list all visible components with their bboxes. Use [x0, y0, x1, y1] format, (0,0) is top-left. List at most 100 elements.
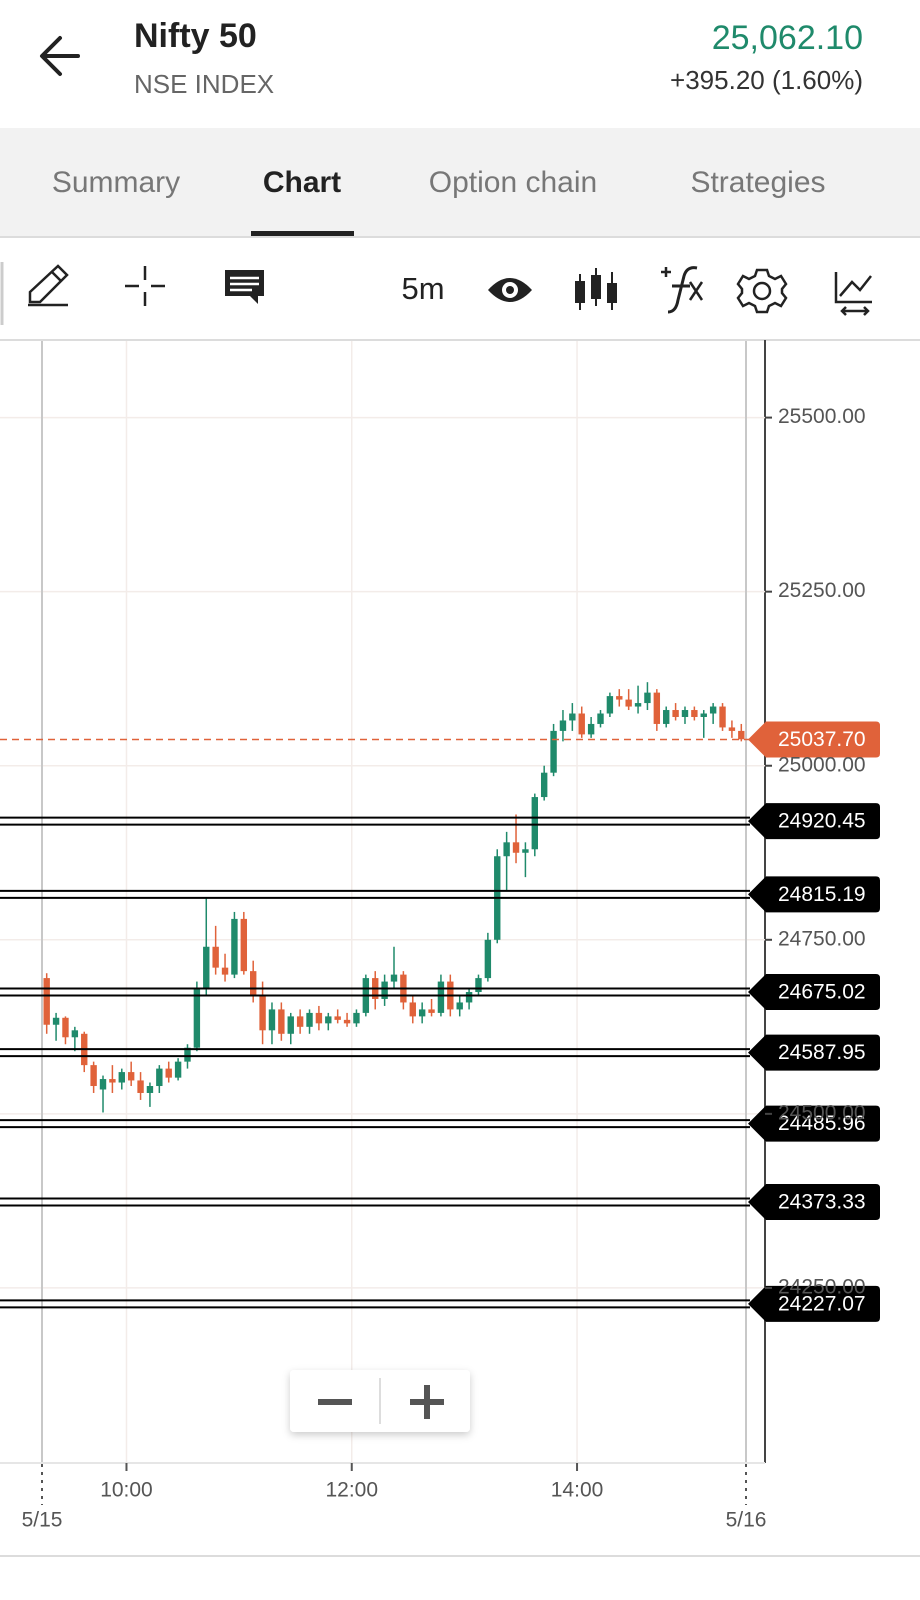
visibility-tool[interactable] [488, 278, 532, 302]
back-button[interactable] [40, 36, 80, 76]
settings-tool[interactable] [736, 268, 788, 314]
candle-body [578, 713, 585, 735]
candle-body [381, 981, 388, 999]
draw-tool[interactable] [28, 264, 69, 307]
candle-body [531, 797, 538, 850]
candle-body [587, 723, 595, 735]
candle-body [653, 692, 661, 724]
instrument-subtitle: NSE INDEX [134, 69, 274, 99]
candle-body [250, 971, 257, 996]
level-tag [748, 803, 880, 840]
candle-body [221, 967, 229, 975]
candle-body [475, 978, 482, 993]
candle-body [231, 918, 238, 975]
tab[interactable]: Summary [52, 166, 180, 199]
candle-body [503, 842, 510, 857]
interval[interactable]: 5m [401, 271, 444, 306]
candle-body [465, 992, 473, 1003]
notes-tool[interactable] [225, 270, 264, 304]
candle-body [625, 699, 632, 707]
level-label: 24485.96 [778, 1112, 866, 1135]
active-tab-indicator [251, 231, 354, 236]
y-tick-label: 24250.00 [778, 1275, 866, 1298]
candle-body [428, 1009, 435, 1013]
candle-body [437, 981, 445, 1013]
candle-body [728, 727, 736, 731]
level-tag [748, 1105, 880, 1142]
candle-body [606, 696, 614, 714]
price: 25,062.10 [712, 19, 863, 57]
level-tag [748, 1184, 880, 1221]
candle-body [278, 1009, 285, 1034]
chart-type-tool[interactable] [575, 268, 617, 310]
candle-body [52, 1017, 60, 1025]
candle-body [681, 710, 689, 717]
candle-body [512, 842, 520, 853]
candle-body [550, 730, 557, 773]
compare-tool[interactable] [834, 272, 872, 316]
crosshair-tool[interactable] [125, 266, 165, 306]
candle-body [156, 1068, 163, 1087]
instrument-title: Nifty 50 [134, 17, 257, 55]
candle-body [203, 946, 210, 989]
tab-bar [0, 128, 920, 236]
y-tick-label: 25500.00 [778, 405, 866, 428]
candle-body [43, 978, 50, 1025]
level-label: 24920.45 [778, 810, 866, 833]
candle-body [672, 710, 679, 717]
x-tick-label: 12:00 [325, 1479, 378, 1502]
candle-body [306, 1012, 313, 1027]
candle-body [634, 703, 642, 707]
candle-body [418, 1009, 426, 1017]
y-tick-label: 25000.00 [778, 753, 866, 776]
candle-body [137, 1080, 144, 1093]
candle-body [559, 720, 567, 731]
candle-body [212, 946, 219, 968]
zoom-in[interactable] [410, 1385, 444, 1419]
candle-body [616, 696, 623, 700]
candle-body [390, 974, 398, 982]
level-label: 24227.07 [778, 1292, 866, 1315]
candle-body [127, 1072, 135, 1081]
candle-body [484, 939, 492, 979]
level-tag [748, 1034, 880, 1071]
candle-body [456, 1002, 463, 1010]
candle-body [334, 1016, 341, 1020]
price-change: +395.20 (1.60%) [670, 65, 863, 95]
candle-body [71, 1030, 79, 1038]
y-tick-label: 25250.00 [778, 579, 866, 602]
candle-body [663, 710, 670, 724]
zoom-out[interactable] [318, 1399, 352, 1405]
candle-body [353, 1012, 360, 1024]
level-label: 24675.02 [778, 981, 866, 1004]
candle-body [343, 1019, 351, 1024]
level-tag [748, 974, 880, 1011]
level-label: 24815.19 [778, 883, 866, 906]
candle-body [738, 730, 745, 740]
candle-body [90, 1065, 97, 1087]
candle-body [146, 1086, 154, 1093]
candle-body [109, 1079, 116, 1083]
y-tick-label: 24750.00 [778, 927, 866, 950]
level-tag [748, 1285, 880, 1322]
level-label: 24587.95 [778, 1041, 866, 1064]
candle-body [709, 706, 717, 714]
candle-body [296, 1016, 304, 1027]
candle-body [62, 1017, 69, 1038]
candle-body [118, 1072, 125, 1083]
candle-body [165, 1068, 172, 1078]
candle-body [99, 1079, 107, 1090]
candle-body [240, 918, 248, 972]
candle-body [259, 995, 266, 1031]
day-label: 5/15 [22, 1509, 63, 1532]
zoom-control [290, 1370, 470, 1432]
candle-body [522, 849, 529, 853]
tab[interactable]: Strategies [690, 166, 825, 199]
level-label: 24373.33 [778, 1191, 866, 1214]
indicators-tool[interactable] [661, 266, 704, 314]
tab[interactable]: Chart [263, 166, 341, 199]
last-price-tag [748, 721, 880, 758]
tab[interactable]: Option chain [429, 166, 597, 199]
